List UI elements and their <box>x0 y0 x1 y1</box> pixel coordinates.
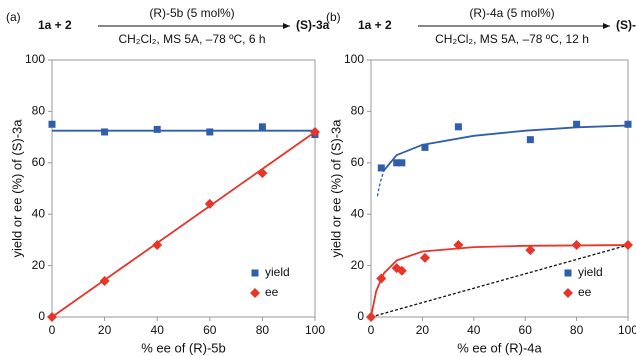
y-tick-label: 0 <box>38 309 45 323</box>
x-tick-label: 0 <box>368 323 375 337</box>
x-tick-label: 80 <box>256 323 270 337</box>
point <box>573 120 581 128</box>
x-tick-label: 100 <box>618 323 636 337</box>
conditions: CH₂Cl₂, MS 5A, –78 ºC, 6 h <box>118 32 265 46</box>
point <box>47 312 57 322</box>
x-tick-label: 20 <box>416 323 430 337</box>
point <box>526 136 534 144</box>
x-tick-label: 100 <box>305 323 325 337</box>
point <box>366 312 376 322</box>
y-tick-label: 40 <box>351 206 365 220</box>
point <box>204 198 215 209</box>
legend-label: yield <box>265 265 290 279</box>
point <box>398 159 406 167</box>
point <box>393 159 401 167</box>
x-tick-label: 40 <box>467 323 481 337</box>
y-tick-label: 0 <box>357 309 364 323</box>
x-tick-label: 60 <box>519 323 533 337</box>
y-axis-title: yield or ee (%) of (S)-3a <box>9 119 24 258</box>
plot-frame <box>370 59 629 318</box>
legend-label: yield <box>578 265 603 279</box>
point <box>310 126 320 137</box>
x-tick-label: 40 <box>151 323 165 337</box>
point <box>624 120 632 128</box>
fit-line <box>376 170 385 197</box>
x-tick-label: 0 <box>49 323 56 337</box>
point <box>525 245 536 256</box>
point <box>206 128 214 136</box>
fit-line <box>370 244 629 318</box>
y-tick-label: 60 <box>351 155 365 169</box>
product: (S)-3a <box>296 18 330 32</box>
fit-line <box>383 124 629 172</box>
x-tick-label: 20 <box>98 323 112 337</box>
point <box>421 143 429 151</box>
point <box>453 240 464 251</box>
point <box>257 168 268 179</box>
fit-line <box>51 131 316 318</box>
point <box>376 273 387 284</box>
y-tick-label: 100 <box>25 52 45 66</box>
reactants: 1a + 2 <box>38 18 72 32</box>
point <box>623 240 633 251</box>
catalyst: (R)-4a (5 mol%) <box>469 6 554 20</box>
y-tick-label: 40 <box>32 206 46 220</box>
y-tick-label: 20 <box>32 258 46 272</box>
y-tick-label: 80 <box>32 104 46 118</box>
x-tick-label: 60 <box>203 323 217 337</box>
point <box>153 125 161 133</box>
panel-label: (a) <box>6 10 21 24</box>
point <box>419 252 430 263</box>
legend-marker <box>563 288 573 298</box>
legend-label: ee <box>265 285 279 299</box>
catalyst: (R)-5b (5 mol%) <box>149 6 234 20</box>
point <box>571 240 582 251</box>
y-tick-label: 80 <box>351 104 365 118</box>
point <box>396 265 407 276</box>
point <box>258 123 266 131</box>
x-axis-title: % ee of (R)-4a <box>457 340 542 355</box>
panel-label: (b) <box>326 10 341 24</box>
conditions: CH₂Cl₂, MS 5A, –78 ºC, 12 h <box>435 32 589 46</box>
x-axis-title: % ee of (R)-5b <box>141 340 226 355</box>
point <box>48 120 56 128</box>
y-tick-label: 20 <box>351 258 365 272</box>
plot-frame <box>51 59 316 318</box>
legend-marker <box>251 269 259 277</box>
product: (S)-3a <box>616 18 636 32</box>
y-tick-label: 100 <box>344 52 364 66</box>
reactants: 1a + 2 <box>358 18 392 32</box>
fit-line <box>370 244 629 318</box>
point <box>377 164 385 172</box>
point <box>101 128 109 136</box>
y-axis-title: yield or ee (%) of (S)-3a <box>328 119 343 258</box>
x-tick-label: 80 <box>570 323 584 337</box>
point <box>152 240 163 251</box>
legend-label: ee <box>578 285 592 299</box>
legend-marker <box>250 288 260 298</box>
point <box>454 123 462 131</box>
point <box>99 276 110 287</box>
legend-marker <box>564 269 572 277</box>
y-tick-label: 60 <box>32 155 46 169</box>
